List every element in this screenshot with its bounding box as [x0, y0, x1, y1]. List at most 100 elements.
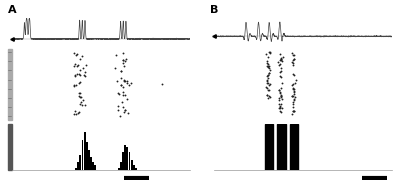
Point	[290, 94, 296, 97]
Point	[278, 87, 285, 90]
Bar	[118, 168, 120, 170]
Point	[124, 97, 130, 100]
Point	[128, 82, 134, 85]
Point	[290, 74, 297, 77]
Point	[265, 64, 272, 67]
Point	[158, 83, 165, 86]
Point	[291, 53, 298, 56]
Point	[277, 91, 284, 94]
Point	[72, 62, 78, 65]
Point	[118, 69, 124, 72]
Point	[120, 59, 126, 62]
Bar	[77, 162, 79, 170]
Point	[278, 70, 284, 73]
Bar	[86, 142, 88, 170]
Point	[290, 103, 296, 106]
Point	[264, 74, 271, 76]
Point	[290, 110, 296, 112]
Bar	[120, 162, 122, 170]
Point	[279, 107, 285, 110]
Point	[279, 97, 286, 100]
Point	[267, 68, 273, 71]
Bar	[277, 124, 286, 170]
Bar	[122, 152, 124, 170]
Bar	[126, 147, 128, 170]
Point	[277, 62, 284, 65]
Point	[264, 59, 271, 62]
Point	[290, 86, 297, 89]
Point	[73, 53, 80, 56]
Point	[76, 111, 82, 114]
Point	[263, 82, 270, 85]
Point	[276, 52, 283, 55]
Bar	[124, 145, 126, 170]
Point	[70, 112, 77, 115]
Point	[120, 86, 126, 88]
Point	[265, 77, 271, 80]
Point	[292, 82, 298, 85]
Point	[277, 104, 284, 107]
Point	[291, 57, 297, 60]
Point	[291, 110, 298, 112]
Point	[289, 95, 295, 98]
Point	[72, 74, 78, 77]
Point	[82, 64, 89, 66]
Point	[277, 106, 283, 109]
Point	[264, 62, 271, 65]
Point	[119, 105, 126, 108]
Point	[77, 73, 84, 76]
Point	[120, 58, 126, 61]
Point	[278, 59, 284, 62]
Point	[291, 92, 298, 95]
Point	[276, 106, 282, 109]
Point	[119, 101, 125, 103]
Point	[264, 78, 270, 81]
Point	[82, 103, 88, 106]
Point	[120, 91, 126, 93]
Bar	[94, 165, 96, 170]
Text: A: A	[8, 5, 17, 15]
Point	[290, 57, 297, 60]
Point	[276, 98, 282, 101]
Point	[290, 110, 297, 112]
Point	[289, 95, 296, 98]
Point	[292, 78, 299, 81]
Point	[290, 63, 296, 66]
Point	[277, 76, 284, 79]
Point	[278, 95, 284, 98]
Point	[264, 61, 270, 64]
Point	[74, 72, 80, 75]
Bar	[265, 124, 273, 170]
Bar	[84, 132, 86, 170]
Point	[124, 81, 130, 84]
Point	[264, 65, 271, 68]
Point	[114, 91, 121, 94]
Bar	[90, 157, 92, 170]
Bar	[75, 168, 77, 170]
Point	[288, 112, 295, 115]
Point	[118, 83, 124, 86]
Point	[71, 83, 77, 86]
Point	[120, 79, 127, 82]
Point	[290, 62, 296, 65]
Point	[291, 99, 298, 102]
Point	[278, 57, 284, 60]
Point	[122, 59, 128, 62]
Point	[73, 113, 79, 116]
Point	[77, 95, 84, 98]
Point	[76, 95, 82, 98]
Point	[75, 73, 82, 76]
Bar	[135, 168, 137, 170]
Point	[264, 80, 270, 83]
Point	[278, 93, 284, 96]
Point	[122, 108, 128, 111]
Point	[80, 99, 86, 102]
Point	[76, 102, 83, 105]
Point	[266, 95, 273, 98]
Point	[265, 95, 272, 98]
Point	[77, 58, 84, 61]
Point	[114, 105, 121, 108]
Point	[123, 58, 129, 61]
Point	[289, 52, 295, 55]
Bar	[80, 155, 81, 170]
